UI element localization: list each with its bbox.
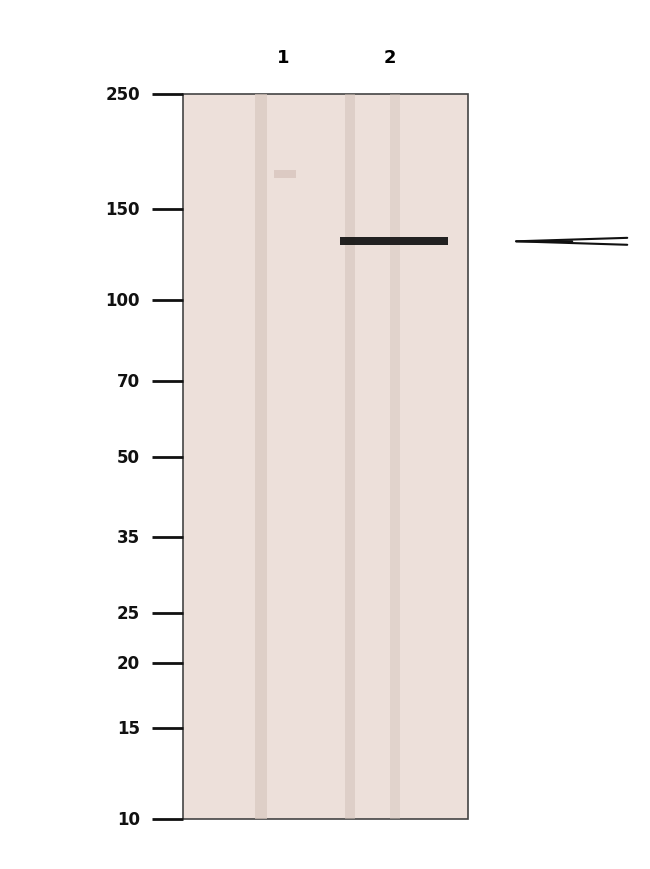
Bar (340, 238, 448, 246)
Bar (390, 95, 400, 819)
Text: 250: 250 (105, 86, 140, 104)
Text: 25: 25 (117, 604, 140, 622)
Bar (345, 95, 355, 819)
Text: 70: 70 (117, 372, 140, 390)
Bar (274, 171, 296, 179)
Text: 2: 2 (384, 49, 396, 67)
Text: 150: 150 (105, 201, 140, 219)
Text: 1: 1 (277, 49, 289, 67)
Text: 15: 15 (117, 719, 140, 737)
Bar (183, 95, 468, 819)
Text: 35: 35 (117, 528, 140, 547)
Text: 50: 50 (117, 448, 140, 466)
Text: 20: 20 (117, 654, 140, 672)
Text: 10: 10 (117, 810, 140, 828)
Bar (255, 95, 267, 819)
Text: 100: 100 (105, 292, 140, 310)
